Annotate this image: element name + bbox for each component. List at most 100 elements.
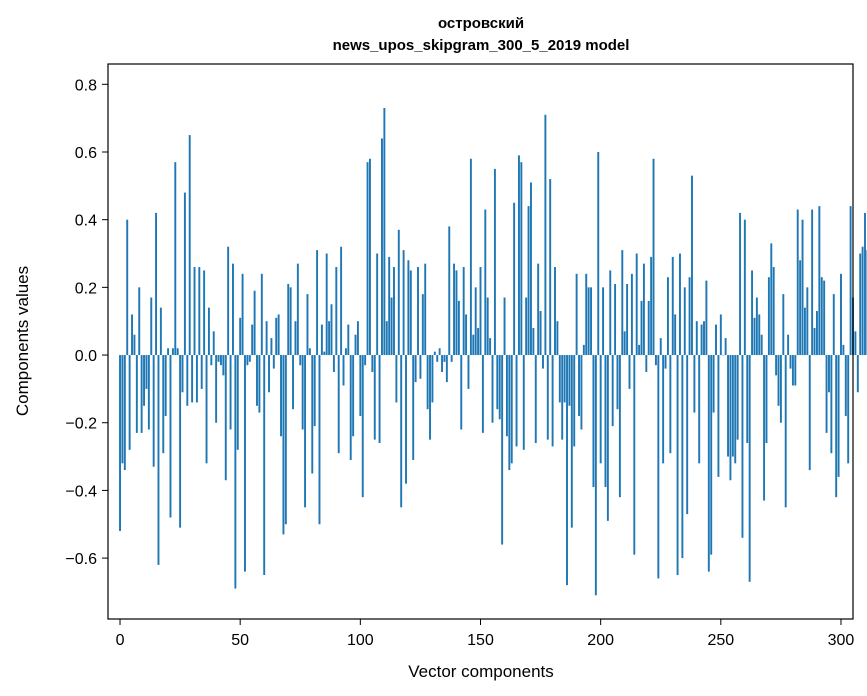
- bar-211: [626, 283, 629, 356]
- y-tick-label-2: −0.2: [65, 416, 97, 433]
- bar-130: [431, 355, 434, 403]
- bar-282: [796, 209, 799, 356]
- bar-0: [119, 355, 121, 532]
- bar-83: [318, 355, 321, 525]
- bar-145: [467, 355, 470, 389]
- bar-294: [825, 355, 828, 433]
- y-tick-label-7: 0.8: [75, 77, 97, 94]
- bar-103: [366, 162, 369, 356]
- bar-194: [585, 273, 588, 356]
- bar-266: [758, 314, 761, 356]
- bar-93: [342, 355, 345, 386]
- bar-40: [215, 355, 218, 423]
- x-tick-label-5: 250: [707, 632, 734, 649]
- bar-126: [421, 294, 424, 356]
- bar-268: [763, 355, 766, 501]
- bar-44: [224, 355, 227, 481]
- bar-303: [847, 355, 850, 464]
- bar-91: [337, 355, 340, 454]
- bar-46: [229, 355, 232, 430]
- bar-306: [854, 331, 857, 356]
- bar-114: [393, 267, 395, 356]
- bar-238: [691, 175, 693, 356]
- y-axis-label: Components values: [13, 266, 32, 416]
- bar-165: [515, 355, 518, 447]
- chart-subtitle: news_upos_skipgram_300_5_2019 model: [333, 37, 630, 54]
- bar-69: [284, 355, 287, 525]
- bar-94: [344, 348, 347, 356]
- bar-214: [633, 355, 636, 555]
- bar-247: [712, 355, 715, 413]
- bar-128: [426, 355, 429, 410]
- bar-52: [244, 355, 246, 572]
- bar-240: [695, 321, 698, 356]
- bar-300: [840, 273, 842, 356]
- bar-63: [270, 338, 273, 356]
- bar-273: [775, 355, 778, 376]
- bar-260: [743, 219, 746, 356]
- bar-158: [498, 355, 501, 420]
- bar-224: [657, 355, 660, 579]
- bar-184: [561, 355, 564, 440]
- bar-235: [683, 287, 686, 356]
- bar-110: [383, 107, 386, 356]
- bar-166: [517, 155, 520, 356]
- bar-61: [265, 321, 268, 356]
- bar-77: [304, 355, 307, 508]
- bar-72: [292, 355, 295, 410]
- bar-208: [618, 355, 621, 498]
- bar-74: [296, 263, 299, 356]
- bar-246: [710, 355, 713, 555]
- bar-228: [666, 277, 669, 356]
- bar-26: [181, 355, 184, 393]
- x-tick-label-1: 50: [231, 632, 249, 649]
- bar-54: [248, 355, 251, 362]
- bar-174: [537, 263, 540, 356]
- bar-133: [438, 348, 441, 356]
- bar-58: [258, 355, 261, 413]
- bar-132: [436, 355, 439, 362]
- bar-41: [217, 355, 220, 362]
- bar-221: [650, 256, 653, 356]
- bars-group: [119, 107, 867, 596]
- bar-210: [623, 331, 626, 356]
- x-tick-label-4: 200: [587, 632, 614, 649]
- bar-123: [414, 355, 417, 383]
- bar-100: [359, 355, 362, 416]
- bar-239: [693, 355, 696, 413]
- bar-216: [638, 344, 641, 356]
- bar-310: [864, 212, 866, 356]
- y-axis-ticks: −0.6 −0.4 −0.2 0.0 0.2 0.4 0.6 0.8: [65, 77, 108, 568]
- bar-25: [179, 355, 182, 528]
- bar-230: [671, 256, 674, 356]
- bar-53: [246, 355, 249, 366]
- bar-35: [203, 270, 206, 356]
- bar-308: [859, 253, 862, 356]
- bar-186: [566, 355, 568, 586]
- x-tick-label-3: 150: [467, 632, 494, 649]
- bar-299: [837, 355, 840, 477]
- bar-38: [210, 355, 213, 366]
- bar-36: [205, 355, 208, 464]
- bar-269: [765, 355, 768, 444]
- bar-285: [803, 307, 806, 356]
- y-tick-label-0: −0.6: [65, 551, 97, 568]
- bar-272: [772, 267, 775, 356]
- bar-108: [378, 355, 381, 444]
- bar-141: [457, 300, 460, 356]
- bar-213: [630, 273, 633, 356]
- bar-79: [308, 348, 311, 356]
- bar-264: [753, 317, 756, 356]
- bar-180: [551, 355, 554, 447]
- bar-171: [530, 182, 532, 356]
- bar-280: [791, 355, 794, 386]
- bar-119: [405, 355, 407, 484]
- bar-231: [674, 314, 677, 356]
- bar-168: [522, 355, 525, 450]
- bar-229: [669, 355, 672, 454]
- bar-144: [465, 314, 468, 356]
- bar-301: [842, 344, 845, 356]
- bar-90: [335, 267, 338, 356]
- x-tick-label-2: 100: [347, 632, 374, 649]
- bar-191: [578, 355, 580, 416]
